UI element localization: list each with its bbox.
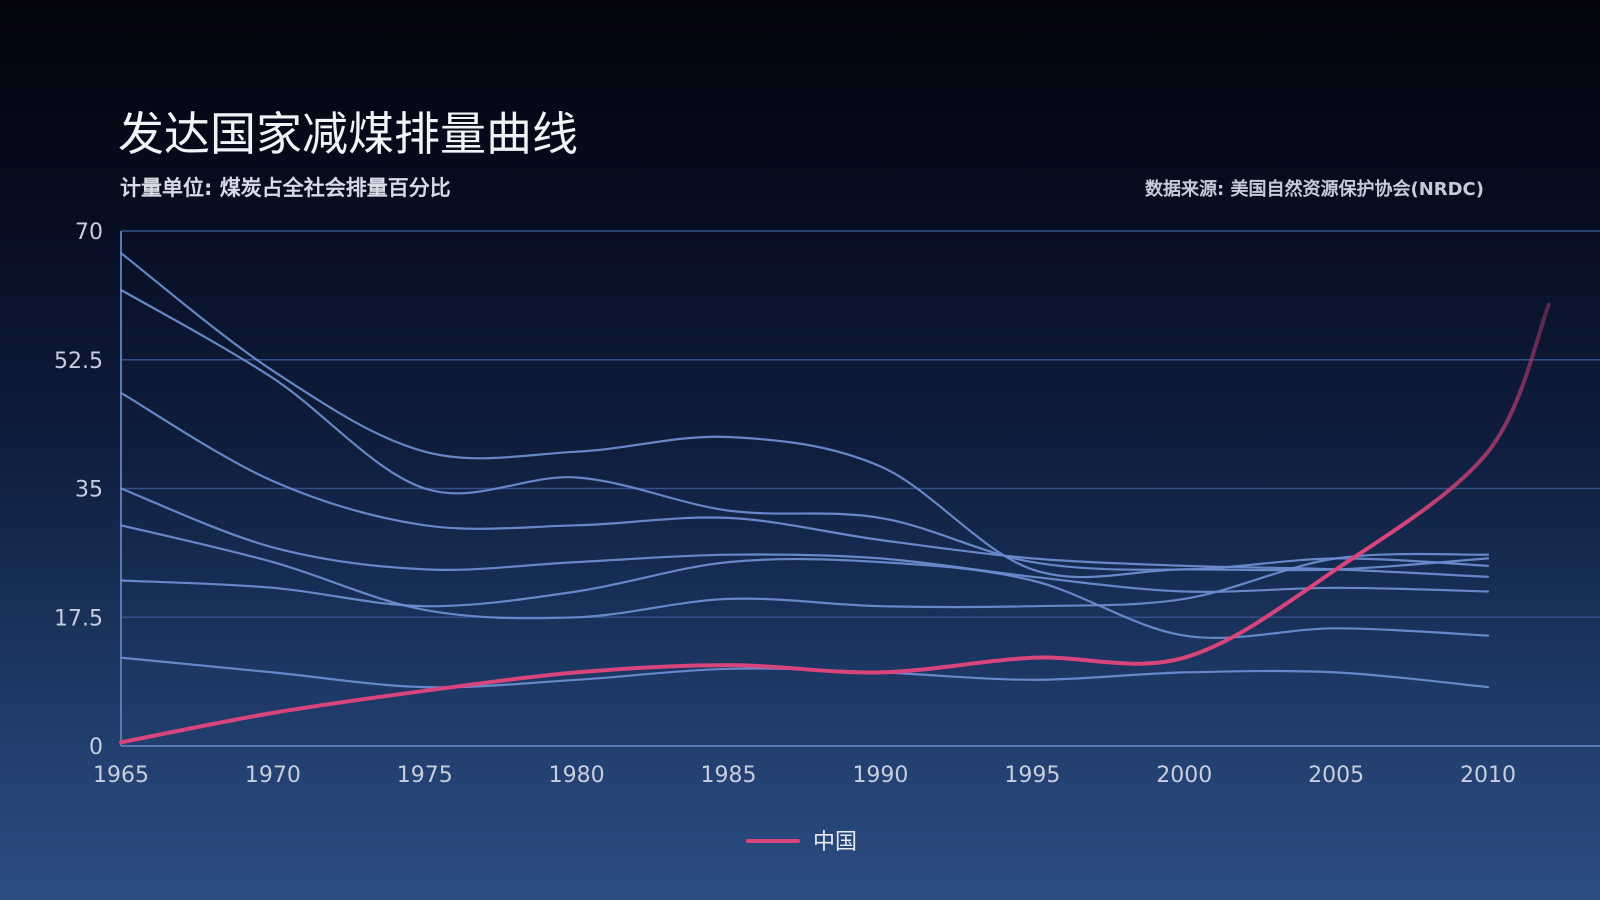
series-line-china: [119, 302, 1551, 745]
chart-subtitle: 计量单位: 煤炭占全社会排量百分比: [120, 176, 451, 200]
x-axis-ticks: 1965 1970 1975 1980 1985 1990 1995 2000 2005 2010: [93, 763, 1516, 788]
y-tick-label: 70: [75, 220, 103, 245]
legend-label-china: 中国: [813, 830, 857, 855]
x-tick-label: 1985: [701, 763, 757, 788]
y-tick-label: 35: [75, 478, 103, 503]
series-line-developed-7: [119, 656, 1490, 689]
y-tick-label: 17.5: [54, 606, 103, 631]
series-line-developed-1: [119, 252, 1490, 579]
series-line-developed-4: [119, 487, 1490, 593]
x-tick-label: 1970: [245, 763, 301, 788]
data-source-label: 数据来源: 美国自然资源保护协会(NRDC): [1145, 178, 1484, 200]
x-tick-label: 2010: [1460, 763, 1516, 788]
gridlines: [121, 230, 1600, 618]
x-tick-label: 2000: [1156, 763, 1212, 788]
y-tick-label: 52.5: [54, 349, 103, 374]
x-tick-label: 2005: [1308, 763, 1364, 788]
y-tick-label: 0: [89, 735, 103, 760]
x-tick-label: 1975: [397, 763, 453, 788]
series-line-developed-6: [119, 557, 1490, 639]
x-tick-label: 1980: [549, 763, 605, 788]
x-tick-label: 1995: [1004, 763, 1060, 788]
x-tick-label: 1990: [852, 763, 908, 788]
y-axis-ticks: 0 17.5 35 52.5 70: [54, 220, 103, 760]
series-lines: [119, 252, 1551, 745]
legend: 中国: [746, 830, 857, 855]
series-line-developed-5: [119, 524, 1490, 620]
x-tick-label: 1965: [93, 763, 149, 788]
series-line-developed-3: [119, 391, 1490, 578]
chart-title: 发达国家减煤排量曲线: [118, 107, 578, 161]
series-line-developed-2: [119, 288, 1490, 571]
